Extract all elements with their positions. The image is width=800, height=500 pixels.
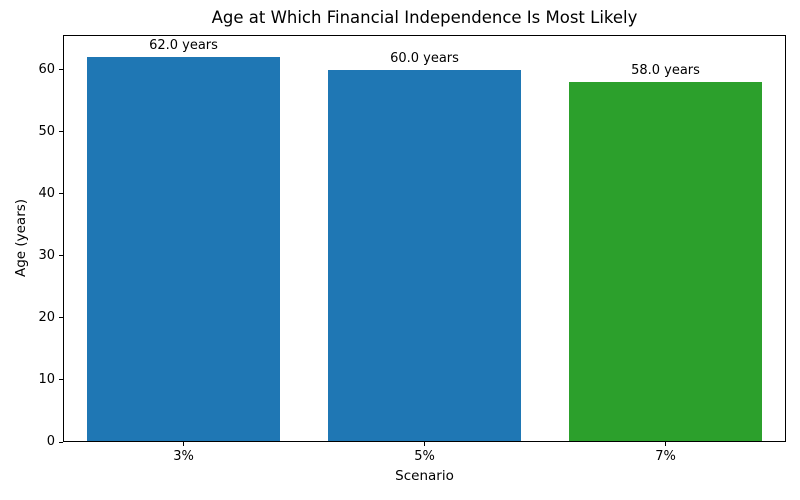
y-tick-label: 40 xyxy=(38,185,55,201)
y-tick-mark xyxy=(59,193,63,195)
bar-value-label: 58.0 years xyxy=(631,63,700,79)
y-tick-mark xyxy=(59,379,63,381)
x-tick-mark xyxy=(183,442,184,446)
x-tick-label: 5% xyxy=(414,449,435,464)
bar-value-label: 60.0 years xyxy=(390,50,459,66)
y-tick-label: 30 xyxy=(38,247,55,263)
x-axis-label: Scenario xyxy=(395,468,454,484)
y-tick-label: 60 xyxy=(38,61,55,77)
bar-7% xyxy=(569,82,762,441)
y-tick-label: 50 xyxy=(38,123,55,139)
y-tick-label: 20 xyxy=(38,309,55,325)
bar-value-label: 62.0 years xyxy=(149,38,218,54)
bar-3% xyxy=(87,57,280,441)
y-tick-mark xyxy=(59,255,63,257)
x-tick-label: 7% xyxy=(655,449,676,464)
y-tick-mark xyxy=(59,317,63,319)
y-tick-mark xyxy=(59,69,63,71)
y-tick-label: 10 xyxy=(38,371,55,387)
x-tick-mark xyxy=(424,442,425,446)
x-tick-mark xyxy=(665,442,666,446)
y-tick-label: 0 xyxy=(46,434,55,449)
x-tick-label: 3% xyxy=(173,449,194,464)
y-tick-mark xyxy=(59,441,63,443)
chart-title: Age at Which Financial Independence Is M… xyxy=(211,8,638,27)
y-axis-label: Age (years) xyxy=(13,198,29,278)
y-tick-mark xyxy=(59,131,63,133)
bar-5% xyxy=(328,69,521,441)
